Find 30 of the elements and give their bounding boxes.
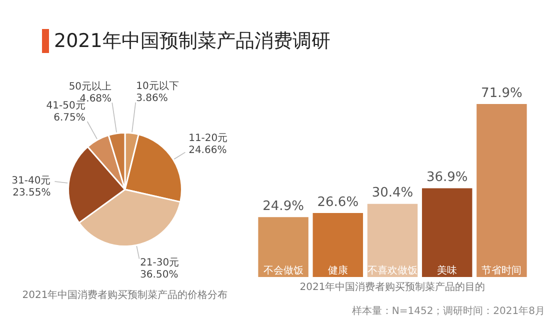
x-tick-label: 美味: [437, 264, 458, 277]
text: 样本量：N=1452；调研时间：2021年8月: [352, 304, 545, 318]
text: 2021年中国消费者购买预制菜产品的目的: [298, 280, 486, 294]
bar: [312, 212, 364, 277]
data-label: 71.9%: [481, 86, 522, 101]
bar: [422, 188, 472, 277]
x-tick-label: 不喜欢做饭: [368, 264, 418, 277]
x-tick-label: 节省时间: [482, 264, 522, 277]
text: 2021年中国消费者购买预制菜产品的价格分布: [21, 288, 229, 302]
slice-label: 11-20元: [188, 132, 228, 144]
data-label: 26.6%: [317, 194, 359, 210]
data-label: 24.66%: [188, 144, 227, 156]
chart-title: 2021年中国预制菜产品消费调研: [54, 29, 330, 54]
data-label: 3.86%: [136, 93, 168, 104]
data-label: 23.55%: [12, 188, 51, 199]
x-tick-label: 不会做饭: [263, 264, 304, 277]
slice-label: 31-40元: [12, 176, 51, 187]
data-label: 30.4%: [372, 186, 414, 201]
slice-label: 21-30元: [140, 257, 180, 268]
slice-label: 50元以上: [68, 80, 112, 92]
data-label: 6.75%: [54, 112, 86, 124]
x-tick-label: 健康: [328, 264, 348, 277]
bar: [476, 104, 527, 277]
slice-label: 10元以下: [136, 80, 179, 92]
data-label: 36.9%: [426, 170, 468, 186]
bar: [367, 204, 418, 277]
data-label: 36.50%: [140, 269, 178, 280]
data-label: 24.9%: [262, 198, 304, 214]
bar: [258, 217, 308, 277]
slice-label: 41-50元: [46, 100, 86, 112]
